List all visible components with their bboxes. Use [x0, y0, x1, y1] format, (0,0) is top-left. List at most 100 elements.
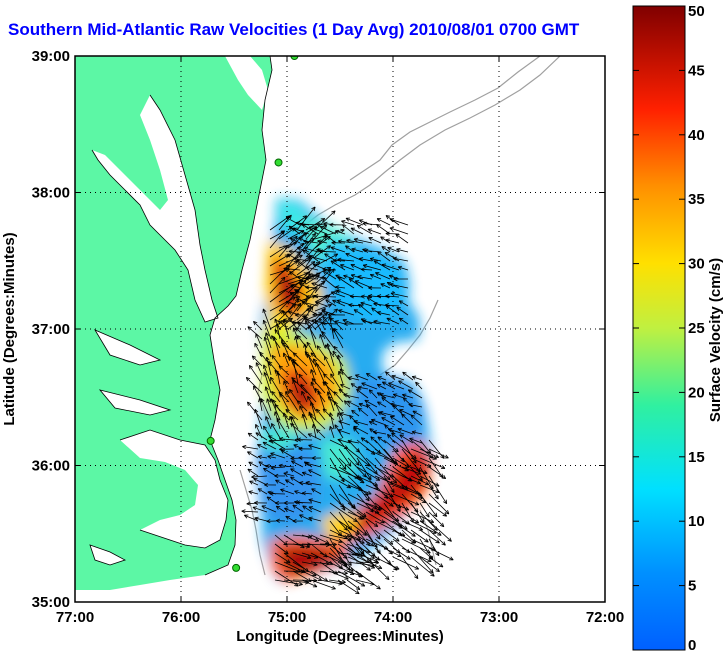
velocity-arrowhead	[385, 231, 390, 234]
velocity-arrow	[303, 247, 319, 253]
velocity-arrowhead	[385, 239, 390, 243]
velocity-arrowhead	[330, 291, 335, 296]
velocity-arrow	[293, 258, 310, 262]
velocity-arrowhead	[293, 256, 298, 259]
velocity-arrowhead	[338, 276, 343, 279]
velocity-arrowhead	[375, 470, 378, 475]
velocity-arrow	[347, 484, 372, 495]
velocity-arrow	[374, 538, 393, 555]
velocity-arrow	[322, 408, 335, 421]
velocity-arrowhead	[308, 517, 312, 521]
velocity-arrowhead	[385, 238, 390, 241]
velocity-arrow	[328, 552, 348, 566]
velocity-arrowhead	[313, 578, 318, 581]
velocity-arrow	[355, 543, 375, 559]
velocity-arrowhead	[349, 415, 352, 420]
velocity-arrowhead	[366, 373, 369, 378]
velocity-arrowhead	[297, 321, 300, 326]
velocity-arrowhead	[401, 413, 406, 416]
velocity-arrowhead	[362, 221, 367, 224]
velocity-arrowhead	[370, 565, 375, 568]
velocity-arrow	[387, 434, 396, 444]
velocity-arrowhead	[308, 257, 312, 262]
velocity-arrowhead	[432, 546, 436, 551]
velocity-arrowhead	[385, 371, 390, 374]
velocity-arrowhead	[350, 227, 354, 232]
velocity-arrowhead	[304, 246, 309, 249]
velocity-arrowhead	[360, 267, 365, 270]
velocity-arrowhead	[305, 480, 310, 483]
velocity-arrow	[385, 371, 396, 381]
velocity-arrowhead	[241, 509, 246, 512]
velocity-arrowhead	[360, 302, 364, 306]
velocity-arrowhead	[271, 391, 276, 394]
velocity-arrow	[282, 310, 299, 331]
velocity-arrow	[315, 319, 326, 340]
velocity-arrowhead	[290, 423, 295, 425]
velocity-arrowhead	[276, 505, 281, 508]
velocity-arrow	[365, 511, 385, 524]
velocity-arrow	[349, 415, 360, 426]
velocity-arrowhead	[360, 268, 365, 272]
velocity-arrowhead	[271, 335, 273, 340]
velocity-arrowhead	[259, 352, 262, 357]
velocity-arrowhead	[376, 509, 380, 514]
velocity-arrowhead	[323, 373, 328, 376]
velocity-arrowhead	[364, 531, 367, 536]
velocity-arrowhead	[402, 393, 407, 395]
colorbar-tick-label: 5	[688, 578, 696, 595]
velocity-arrow	[255, 432, 268, 441]
velocity-arrowhead	[368, 490, 372, 495]
velocity-arrow	[288, 250, 301, 253]
velocity-arrow	[428, 439, 445, 459]
velocity-arrowhead	[332, 542, 337, 545]
velocity-arrowhead	[441, 543, 446, 546]
velocity-arrowhead	[375, 560, 379, 564]
velocity-arrow	[293, 360, 299, 385]
velocity-arrow	[428, 556, 444, 568]
velocity-arrow	[383, 547, 402, 557]
velocity-arrow	[244, 514, 259, 522]
station-marker	[290, 56, 299, 60]
velocity-arrowhead	[376, 311, 381, 315]
velocity-arrowhead	[348, 278, 354, 280]
velocity-arrowhead	[384, 424, 389, 427]
velocity-arrow	[279, 438, 295, 441]
velocity-arrow	[308, 469, 322, 477]
velocity-arrowhead	[258, 398, 260, 403]
velocity-arrow	[307, 353, 317, 376]
velocity-arrow	[373, 320, 391, 325]
velocity-arrowhead	[366, 297, 370, 302]
velocity-arrowhead	[327, 396, 330, 401]
velocity-arrow	[358, 303, 373, 316]
velocity-arrowhead	[350, 383, 354, 388]
velocity-arrowhead	[345, 554, 348, 559]
velocity-arrowhead	[296, 500, 301, 503]
colorbar-tick-label: 45	[688, 62, 705, 79]
velocity-arrow	[401, 538, 431, 554]
velocity-arrowhead	[435, 542, 440, 544]
velocity-arrowhead	[316, 409, 318, 414]
velocity-arrowhead	[399, 317, 404, 320]
velocity-arrowhead	[322, 281, 326, 285]
velocity-arrow	[310, 352, 326, 367]
velocity-arrowhead	[384, 424, 387, 429]
velocity-arrowhead	[263, 364, 267, 368]
velocity-arrowhead	[300, 384, 303, 389]
velocity-arrow	[288, 311, 301, 316]
velocity-arrowhead	[279, 438, 283, 442]
velocity-arrow	[289, 237, 301, 244]
velocity-arrowhead	[257, 456, 262, 460]
velocity-arrowhead	[338, 583, 343, 586]
velocity-arrow	[347, 547, 370, 564]
velocity-arrowhead	[355, 588, 360, 590]
velocity-arrowhead	[385, 305, 389, 310]
velocity-arrowhead	[338, 388, 343, 391]
velocity-arrow	[415, 381, 423, 390]
velocity-arrowhead	[357, 461, 360, 466]
velocity-arrow	[247, 432, 259, 441]
velocity-arrowhead	[324, 381, 329, 385]
velocity-arrowhead	[247, 468, 251, 473]
velocity-arrowhead	[388, 382, 392, 387]
velocity-arrowhead	[293, 242, 298, 246]
